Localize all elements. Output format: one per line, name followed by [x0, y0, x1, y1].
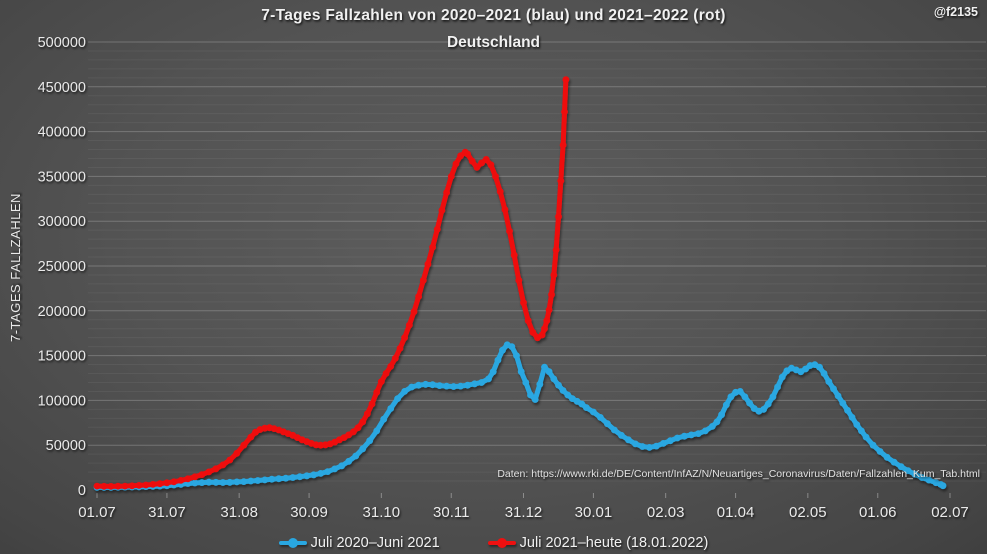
y-tick-label: 50000: [46, 438, 86, 454]
x-tick-label: 02.07: [931, 504, 969, 521]
x-tick-label: 31.12: [505, 504, 543, 521]
series-blue-2020-2021: [93, 341, 947, 491]
y-axis-title: 7-TAGES FALLZAHLEN: [8, 193, 23, 343]
data-series-layer: [93, 76, 947, 491]
legend-dot-red-icon: [496, 538, 507, 548]
y-tick-label: 150000: [38, 349, 86, 365]
y-tick-label: 450000: [38, 80, 86, 96]
series-red-2021-2022: [93, 76, 570, 490]
x-tick-label: 01.07: [78, 504, 116, 521]
y-tick-label: 400000: [38, 125, 86, 141]
x-tick-label: 30.11: [433, 504, 469, 521]
y-tick-label: 350000: [38, 169, 86, 185]
y-tick-label: 0: [78, 483, 86, 499]
legend-item-2021-2022: Juli 2021–heute (18.01.2022): [487, 535, 709, 551]
x-tick-marks: [96, 493, 951, 498]
watermark-handle: @f2135: [933, 5, 978, 19]
x-tick-label: 31.08: [220, 504, 258, 521]
legend-label-2021-2022: Juli 2021–heute (18.01.2022): [519, 535, 709, 551]
x-tick-label: 02.03: [647, 504, 685, 521]
x-tick-label: 30.09: [290, 504, 328, 521]
legend-dot-blue-icon: [287, 538, 298, 548]
legend-label-2020-2021: Juli 2020–Juni 2021: [310, 535, 440, 551]
y-tick-label: 300000: [38, 214, 86, 230]
x-tick-label: 01.06: [859, 504, 897, 521]
gridlines-major: [88, 41, 986, 446]
data-source-note: Daten: https://www.rki.de/DE/Content/Inf…: [497, 468, 980, 480]
y-tick-label: 200000: [38, 304, 86, 320]
legend-item-2020-2021: Juli 2020–Juni 2021: [278, 535, 440, 551]
x-tick-label: 02.05: [789, 504, 827, 521]
legend-marker-red-icon: [487, 538, 516, 548]
legend: Juli 2020–Juni 2021 Juli 2021–heute (18.…: [0, 535, 987, 551]
x-tick-label: 31.07: [148, 504, 186, 521]
chart-title: 7-Tages Fallzahlen von 2020–2021 (blau) …: [261, 7, 726, 24]
x-tick-label: 30.01: [575, 504, 613, 521]
y-tick-label: 500000: [38, 35, 86, 51]
x-tick-label: 31.10: [363, 504, 401, 521]
y-tick-label: 250000: [38, 259, 86, 275]
x-tick-label: 01.04: [717, 504, 755, 521]
y-tick-label: 100000: [38, 393, 86, 409]
chart-subtitle: Deutschland: [446, 34, 540, 51]
x-axis-tick-labels: 01.07 31.07 31.08 30.09 31.10 30.11 31.12 30.01…: [78, 504, 969, 521]
y-axis-tick-labels: 0 50000 100000 150000 200000 250000 300000 3500…: [38, 35, 86, 499]
legend-marker-blue-icon: [278, 538, 307, 548]
